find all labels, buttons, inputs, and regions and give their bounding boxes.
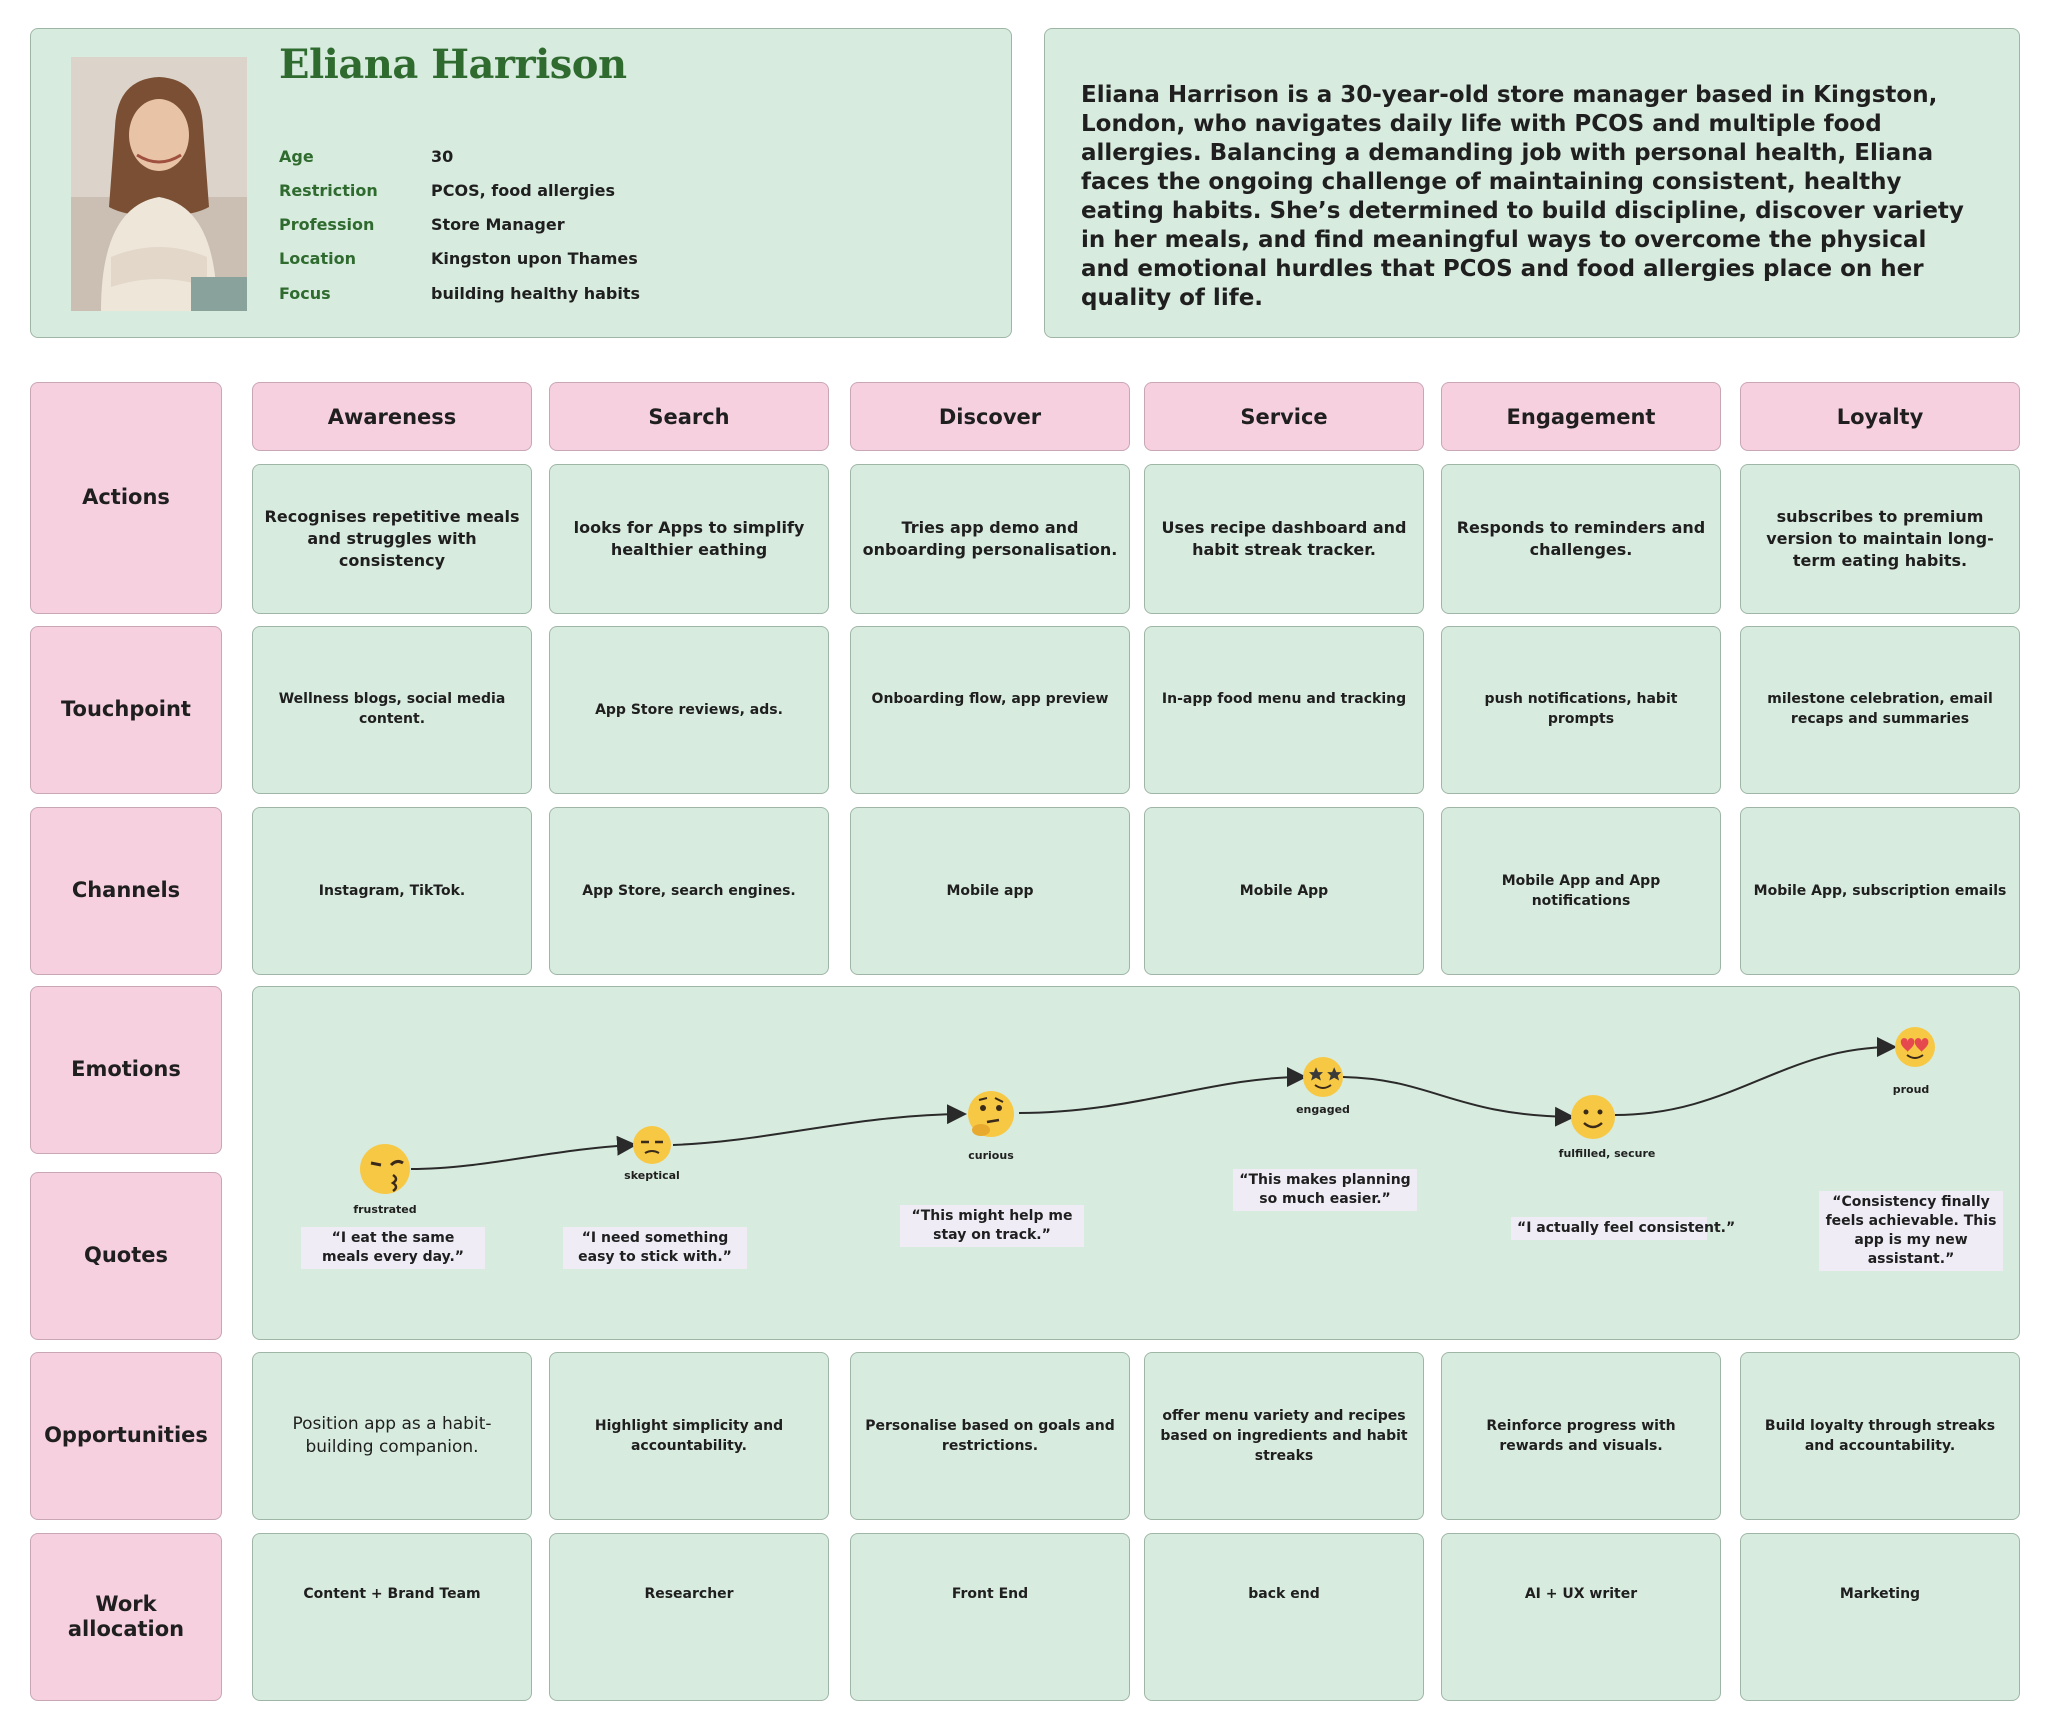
opportunity-discover: Personalise based on goals and restricti… <box>850 1352 1130 1520</box>
heart-eyes-emoji-icon <box>1895 1027 1935 1067</box>
kissing-face-emoji-icon <box>360 1144 410 1194</box>
row-label-touchpoint: Touchpoint <box>30 626 222 794</box>
quote-discover: “This might help me stay on track.” <box>900 1205 1084 1247</box>
curve-segment-4 <box>1342 1076 1575 1127</box>
channel-awareness: Instagram, TikTok. <box>252 807 532 975</box>
stage-search: Search <box>549 382 829 451</box>
touchpoint-loyalty: milestone celebration, email recaps and … <box>1740 626 2020 794</box>
quote-loyalty: “Consistency finally feels achievable. T… <box>1819 1191 2003 1271</box>
quote-search: “I need something easy to stick with.” <box>563 1227 747 1269</box>
action-awareness: Recognises repetitive meals and struggle… <box>252 464 532 614</box>
quote-service: “This makes planning so much easier.” <box>1233 1169 1417 1211</box>
smiling-face-emoji-icon <box>1571 1095 1615 1139</box>
work-service: back end <box>1144 1533 1424 1701</box>
stage-awareness: Awareness <box>252 382 532 451</box>
stage-discover: Discover <box>850 382 1130 451</box>
restriction-label: Restriction <box>279 181 378 200</box>
unamused-face-emoji-icon <box>633 1126 671 1164</box>
stage-loyalty: Loyalty <box>1740 382 2020 451</box>
row-label-opportunities: Opportunities <box>30 1352 222 1520</box>
opportunity-engagement: Reinforce progress with rewards and visu… <box>1441 1352 1721 1520</box>
persona-name: Eliana Harrison <box>279 41 627 88</box>
action-engagement: Responds to reminders and challenges. <box>1441 464 1721 614</box>
profession-value: Store Manager <box>431 215 565 234</box>
quote-awareness: “I eat the same meals every day.” <box>301 1227 485 1269</box>
thinking-face-emoji-icon <box>968 1091 1014 1137</box>
channel-search: App Store, search engines. <box>549 807 829 975</box>
touchpoint-service: In-app food menu and tracking <box>1144 626 1424 794</box>
opportunity-awareness: Position app as a habit-building compani… <box>252 1352 532 1520</box>
opportunity-loyalty: Build loyalty through streaks and accoun… <box>1740 1352 2020 1520</box>
row-label-channels: Channels <box>30 807 222 975</box>
work-engagement: AI + UX writer <box>1441 1533 1721 1701</box>
work-awareness: Content + Brand Team <box>252 1533 532 1701</box>
opportunity-service: offer menu variety and recipes based on … <box>1144 1352 1424 1520</box>
quote-engagement: “I actually feel consistent.” <box>1511 1217 1735 1240</box>
action-search: looks for Apps to simplify healthier eat… <box>549 464 829 614</box>
restriction-value: PCOS, food allergies <box>431 181 616 200</box>
work-loyalty: Marketing <box>1740 1533 2020 1701</box>
focus-value: building healthy habits <box>431 284 641 303</box>
work-search: Researcher <box>549 1533 829 1701</box>
persona-summary-card: Eliana Harrison is a 30-year-old store m… <box>1044 28 2020 338</box>
stage-service: Service <box>1144 382 1424 451</box>
action-loyalty: subscribes to premium version to maintai… <box>1740 464 2020 614</box>
emotion-journey-curve <box>360 1027 1935 1194</box>
channel-service: Mobile App <box>1144 807 1424 975</box>
action-discover: Tries app demo and onboarding personalis… <box>850 464 1130 614</box>
curve-segment-5 <box>1614 1037 1897 1116</box>
persona-card: Eliana Harrison Age 30 Restriction PCOS,… <box>30 28 1012 338</box>
age-value: 30 <box>431 147 454 166</box>
emotion-label-curious: curious <box>968 1149 1014 1162</box>
opportunity-search: Highlight simplicity and accountability. <box>549 1352 829 1520</box>
age-label: Age <box>279 147 314 166</box>
persona-summary: Eliana Harrison is a 30-year-old store m… <box>1081 82 1964 311</box>
persona-portrait-icon <box>71 57 247 311</box>
location-label: Location <box>279 249 356 268</box>
touchpoint-discover: Onboarding flow, app preview <box>850 626 1130 794</box>
emotion-label-frustrated: frustrated <box>353 1203 417 1216</box>
touchpoint-engagement: push notifications, habit prompts <box>1441 626 1721 794</box>
location-value: Kingston upon Thames <box>431 249 638 268</box>
emotion-label-fulfilled: fulfilled, secure <box>1558 1147 1656 1160</box>
persona-photo <box>71 57 247 311</box>
emotion-label-proud: proud <box>1892 1083 1930 1096</box>
channel-loyalty: Mobile App, subscription emails <box>1740 807 2020 975</box>
profession-label: Profession <box>279 215 375 234</box>
row-label-emotions: Emotions <box>30 986 222 1154</box>
focus-label: Focus <box>279 284 331 303</box>
touchpoint-awareness: Wellness blogs, social media content. <box>252 626 532 794</box>
curve-segment-1 <box>410 1135 637 1170</box>
touchpoint-search: App Store reviews, ads. <box>549 626 829 794</box>
channel-discover: Mobile app <box>850 807 1130 975</box>
action-service: Uses recipe dashboard and habit streak t… <box>1144 464 1424 614</box>
curve-segment-2 <box>672 1104 967 1146</box>
work-discover: Front End <box>850 1533 1130 1701</box>
emotions-panel: frustrated skeptical curious engaged ful… <box>252 986 2020 1340</box>
row-label-actions: Actions <box>30 382 222 614</box>
star-struck-emoji-icon <box>1303 1057 1343 1097</box>
emotion-label-engaged: engaged <box>1296 1103 1350 1116</box>
row-label-quotes: Quotes <box>30 1172 222 1340</box>
stage-engagement: Engagement <box>1441 382 1721 451</box>
channel-engagement: Mobile App and App notifications <box>1441 807 1721 975</box>
row-label-work-allocation: Work allocation <box>30 1533 222 1701</box>
emotion-label-skeptical: skeptical <box>624 1169 680 1182</box>
curve-segment-3 <box>1018 1067 1307 1114</box>
